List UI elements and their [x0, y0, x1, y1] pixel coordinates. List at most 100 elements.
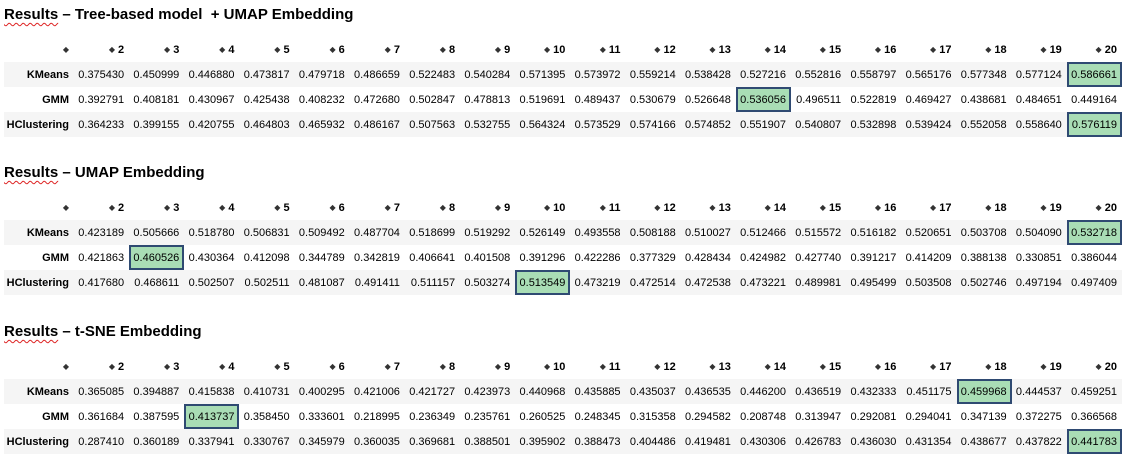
column-header[interactable]: ◆ 20	[1067, 37, 1122, 62]
column-header[interactable]: ◆ 6	[295, 354, 350, 379]
column-header[interactable]: ◆ 11	[570, 37, 625, 62]
column-header[interactable]: ◆ 8	[405, 354, 460, 379]
sort-arrows-icon[interactable]: ◆	[219, 203, 226, 213]
column-header[interactable]: ◆ 14	[736, 37, 791, 62]
sort-arrows-icon[interactable]: ◆	[219, 45, 226, 55]
index-header[interactable]: ◆	[4, 195, 74, 220]
column-header[interactable]: ◆ 11	[570, 195, 625, 220]
sort-arrows-icon[interactable]: ◆	[329, 45, 336, 55]
sort-arrows-icon[interactable]: ◆	[1040, 362, 1047, 372]
column-header[interactable]: ◆ 3	[129, 195, 184, 220]
sort-arrows-icon[interactable]: ◆	[329, 362, 336, 372]
sort-arrows-icon[interactable]: ◆	[384, 362, 391, 372]
column-header[interactable]: ◆ 4	[184, 37, 239, 62]
column-header[interactable]: ◆ 5	[239, 37, 294, 62]
sort-arrows-icon[interactable]: ◆	[654, 45, 661, 55]
sort-arrows-icon[interactable]: ◆	[709, 45, 716, 55]
sort-arrows-icon[interactable]: ◆	[874, 203, 882, 213]
column-header[interactable]: ◆ 13	[681, 37, 736, 62]
column-header[interactable]: ◆ 15	[791, 37, 846, 62]
sort-arrows-icon[interactable]: ◆	[62, 45, 69, 55]
column-header[interactable]: ◆ 17	[901, 37, 956, 62]
sort-arrows-icon[interactable]: ◆	[543, 203, 551, 213]
column-header[interactable]: ◆ 4	[184, 354, 239, 379]
column-header[interactable]: ◆ 19	[1012, 354, 1067, 379]
sort-arrows-icon[interactable]: ◆	[819, 203, 826, 213]
column-header[interactable]: ◆ 14	[736, 354, 791, 379]
sort-arrows-icon[interactable]: ◆	[439, 362, 446, 372]
sort-arrows-icon[interactable]: ◆	[985, 203, 992, 213]
sort-arrows-icon[interactable]: ◆	[543, 45, 551, 55]
sort-arrows-icon[interactable]: ◆	[384, 203, 391, 213]
column-header[interactable]: ◆ 16	[846, 195, 901, 220]
column-header[interactable]: ◆ 13	[681, 195, 736, 220]
column-header[interactable]: ◆ 7	[350, 195, 405, 220]
column-header[interactable]: ◆ 8	[405, 37, 460, 62]
column-header[interactable]: ◆ 7	[350, 37, 405, 62]
sort-arrows-icon[interactable]: ◆	[1040, 203, 1047, 213]
column-header[interactable]: ◆ 4	[184, 195, 239, 220]
column-header[interactable]: ◆ 19	[1012, 37, 1067, 62]
sort-arrows-icon[interactable]: ◆	[384, 45, 391, 55]
column-header[interactable]: ◆ 9	[460, 195, 515, 220]
column-header[interactable]: ◆ 2	[74, 195, 129, 220]
sort-arrows-icon[interactable]: ◆	[274, 203, 281, 213]
sort-arrows-icon[interactable]: ◆	[599, 362, 606, 372]
sort-arrows-icon[interactable]: ◆	[329, 203, 336, 213]
column-header[interactable]: ◆ 15	[791, 195, 846, 220]
column-header[interactable]: ◆ 7	[350, 354, 405, 379]
column-header[interactable]: ◆ 2	[74, 354, 129, 379]
sort-arrows-icon[interactable]: ◆	[654, 203, 661, 213]
column-header[interactable]: ◆ 6	[295, 37, 350, 62]
column-header[interactable]: ◆ 6	[295, 195, 350, 220]
sort-arrows-icon[interactable]: ◆	[819, 45, 826, 55]
index-header[interactable]: ◆	[4, 37, 74, 62]
sort-arrows-icon[interactable]: ◆	[874, 45, 882, 55]
sort-arrows-icon[interactable]: ◆	[764, 203, 771, 213]
column-header[interactable]: ◆ 11	[570, 354, 625, 379]
sort-arrows-icon[interactable]: ◆	[439, 45, 446, 55]
column-header[interactable]: ◆ 3	[129, 354, 184, 379]
column-header[interactable]: ◆ 10	[515, 354, 570, 379]
column-header[interactable]: ◆ 5	[239, 354, 294, 379]
sort-arrows-icon[interactable]: ◆	[985, 45, 992, 55]
sort-arrows-icon[interactable]: ◆	[219, 362, 226, 372]
column-header[interactable]: ◆ 12	[626, 354, 681, 379]
sort-arrows-icon[interactable]: ◆	[709, 203, 716, 213]
sort-arrows-icon[interactable]: ◆	[599, 203, 606, 213]
sort-arrows-icon[interactable]: ◆	[985, 362, 992, 372]
sort-arrows-icon[interactable]: ◆	[494, 45, 502, 55]
column-header[interactable]: ◆ 12	[626, 37, 681, 62]
column-header[interactable]: ◆ 17	[901, 195, 956, 220]
sort-arrows-icon[interactable]: ◆	[599, 45, 606, 55]
column-header[interactable]: ◆ 3	[129, 37, 184, 62]
column-header[interactable]: ◆ 20	[1067, 354, 1122, 379]
sort-arrows-icon[interactable]: ◆	[1095, 203, 1102, 213]
column-header[interactable]: ◆ 20	[1067, 195, 1122, 220]
column-header[interactable]: ◆ 18	[957, 37, 1012, 62]
sort-arrows-icon[interactable]: ◆	[62, 203, 69, 213]
sort-arrows-icon[interactable]: ◆	[819, 362, 826, 372]
column-header[interactable]: ◆ 16	[846, 354, 901, 379]
sort-arrows-icon[interactable]: ◆	[764, 362, 771, 372]
index-header[interactable]: ◆	[4, 354, 74, 379]
column-header[interactable]: ◆ 8	[405, 195, 460, 220]
sort-arrows-icon[interactable]: ◆	[108, 362, 115, 372]
sort-arrows-icon[interactable]: ◆	[274, 45, 281, 55]
column-header[interactable]: ◆ 9	[460, 37, 515, 62]
column-header[interactable]: ◆ 17	[901, 354, 956, 379]
sort-arrows-icon[interactable]: ◆	[163, 45, 171, 55]
sort-arrows-icon[interactable]: ◆	[1095, 362, 1102, 372]
column-header[interactable]: ◆ 18	[957, 354, 1012, 379]
sort-arrows-icon[interactable]: ◆	[274, 362, 281, 372]
sort-arrows-icon[interactable]: ◆	[1095, 45, 1102, 55]
column-header[interactable]: ◆ 9	[460, 354, 515, 379]
column-header[interactable]: ◆ 5	[239, 195, 294, 220]
column-header[interactable]: ◆ 18	[957, 195, 1012, 220]
column-header[interactable]: ◆ 16	[846, 37, 901, 62]
sort-arrows-icon[interactable]: ◆	[930, 203, 937, 213]
sort-arrows-icon[interactable]: ◆	[108, 203, 115, 213]
sort-arrows-icon[interactable]: ◆	[439, 203, 446, 213]
column-header[interactable]: ◆ 13	[681, 354, 736, 379]
sort-arrows-icon[interactable]: ◆	[874, 362, 882, 372]
